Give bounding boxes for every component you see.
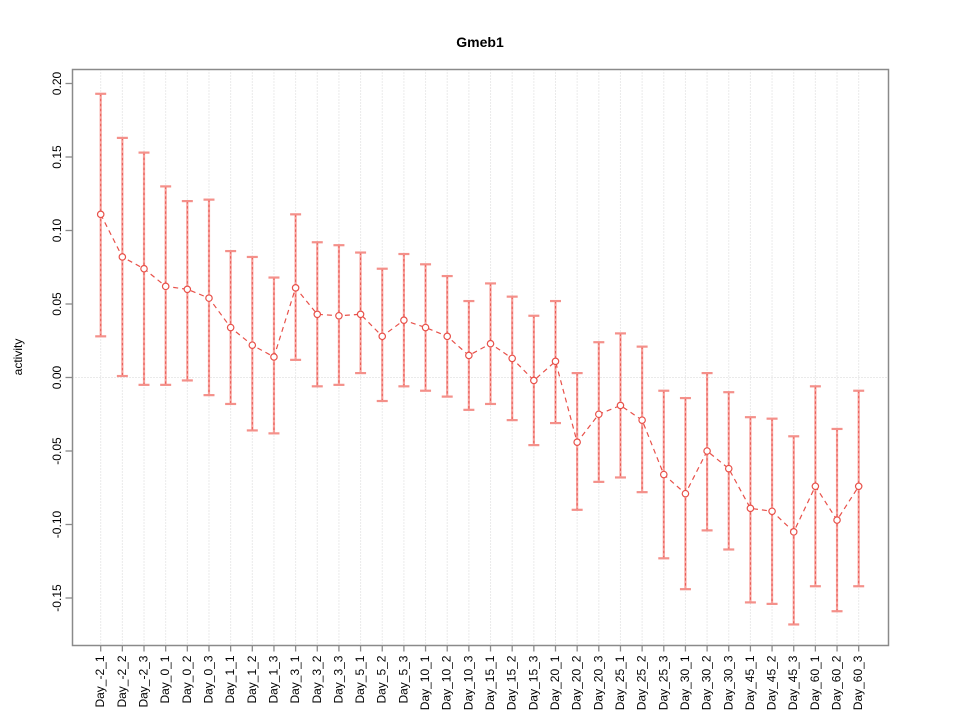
data-point	[768, 507, 776, 516]
data-point	[205, 294, 213, 302]
data-point	[530, 376, 538, 385]
data-point	[659, 470, 668, 479]
x-tick-label: Day_25_2	[635, 655, 649, 710]
x-tick-label: Day_20_3	[591, 655, 605, 710]
x-tick-label: Day_3_2	[310, 655, 324, 703]
error-bars	[95, 92, 865, 626]
chart-title: Gmeb1	[456, 34, 504, 50]
data-point	[356, 310, 365, 319]
x-tick-label: Day_5_3	[396, 655, 410, 703]
x-tick-label: Day_15_3	[526, 655, 540, 710]
x-axis: Day_-2_1 Day_-2_2 Day_-2_3 Day_0_1 Day_0_2 Da…	[93, 645, 865, 710]
data-point	[486, 339, 495, 348]
data-point	[681, 489, 690, 498]
y-tick-label: 0.05	[50, 292, 64, 316]
x-tick-label: Day_60_1	[808, 655, 822, 710]
x-tick-label: Day_45_1	[743, 655, 757, 710]
x-tick-label: Day_20_1	[548, 655, 562, 710]
data-point	[638, 416, 646, 424]
x-tick-label: Day_3_3	[331, 655, 345, 703]
data-point	[421, 323, 430, 332]
series-line	[100, 214, 860, 533]
x-tick-label: Day_60_3	[851, 655, 865, 710]
data-point	[703, 447, 711, 455]
data-point	[378, 332, 387, 341]
data-point	[616, 401, 625, 410]
x-tick-label: Day_45_3	[786, 655, 800, 710]
x-tick-label: Day_3_1	[288, 655, 302, 703]
x-tick-label: Day_1_2	[245, 655, 259, 703]
data-point	[248, 341, 257, 349]
data-point	[595, 410, 603, 419]
y-tick-label: -0.15	[50, 584, 64, 612]
data-point	[335, 311, 343, 320]
y-tick-label: 0.20	[50, 71, 64, 95]
data-point	[465, 351, 473, 360]
y-tick-label: 0.00	[50, 365, 64, 389]
data-point	[443, 332, 452, 341]
data-point	[400, 316, 408, 324]
data-point	[789, 528, 798, 536]
data-point	[183, 285, 192, 294]
x-tick-label: Day_30_1	[678, 655, 692, 710]
x-tick-label: Day_-2_3	[137, 655, 151, 707]
data-point	[508, 354, 516, 363]
x-tick-label: Day_15_1	[483, 655, 497, 710]
x-tick-label: Day_5_1	[353, 655, 367, 703]
plot-border	[71, 68, 890, 647]
gridlines	[72, 69, 889, 646]
data-point	[811, 482, 820, 491]
data-point	[140, 264, 148, 273]
data-point	[291, 284, 300, 292]
data-point	[833, 516, 841, 524]
x-tick-label: Day_30_2	[700, 655, 714, 710]
data-point	[854, 482, 863, 491]
plot-render-root: 0.20 0.15 0.10 0.05 0.00 -0.05 -0.10 -0.15 Day_-…	[50, 68, 890, 710]
x-tick-label: Day_0_3	[201, 655, 215, 703]
x-tick-label: Day_0_1	[158, 655, 172, 703]
x-tick-label: Day_-2_2	[115, 655, 129, 707]
data-point	[573, 438, 581, 446]
data-point	[746, 504, 755, 513]
data-points	[96, 210, 863, 536]
y-tick-label: 0.15	[50, 145, 64, 169]
x-tick-label: Day_1_1	[223, 655, 237, 703]
x-tick-label: Day_1_3	[266, 655, 280, 703]
data-point	[96, 210, 105, 219]
x-tick-label: Day_10_3	[461, 655, 475, 710]
x-tick-label: Day_45_2	[765, 655, 779, 710]
data-point	[161, 282, 170, 291]
y-tick-label: -0.05	[50, 437, 64, 465]
x-tick-label: Day_-2_1	[93, 655, 107, 707]
x-tick-label: Day_0_2	[180, 655, 194, 703]
y-tick-label: 0.10	[50, 218, 64, 242]
x-tick-label: Day_10_1	[418, 655, 432, 710]
data-point	[226, 323, 235, 332]
x-tick-label: Day_25_3	[656, 655, 670, 710]
y-tick-label: -0.10	[50, 511, 64, 539]
data-point	[270, 353, 278, 361]
x-tick-label: Day_30_3	[721, 655, 735, 710]
x-tick-label: Day_15_2	[505, 655, 519, 710]
x-tick-label: Day_60_2	[830, 655, 844, 710]
data-point	[313, 310, 322, 319]
y-axis-label: activity	[11, 339, 25, 376]
data-point	[118, 253, 127, 261]
data-point	[724, 464, 733, 473]
x-tick-label: Day_25_1	[613, 655, 627, 710]
x-tick-label: Day_10_2	[440, 655, 454, 710]
y-axis: 0.20 0.15 0.10 0.05 0.00 -0.05 -0.10 -0.15	[50, 71, 73, 612]
x-tick-label: Day_20_2	[570, 655, 584, 710]
x-tick-label: Day_5_2	[375, 655, 389, 703]
data-point	[551, 357, 560, 366]
